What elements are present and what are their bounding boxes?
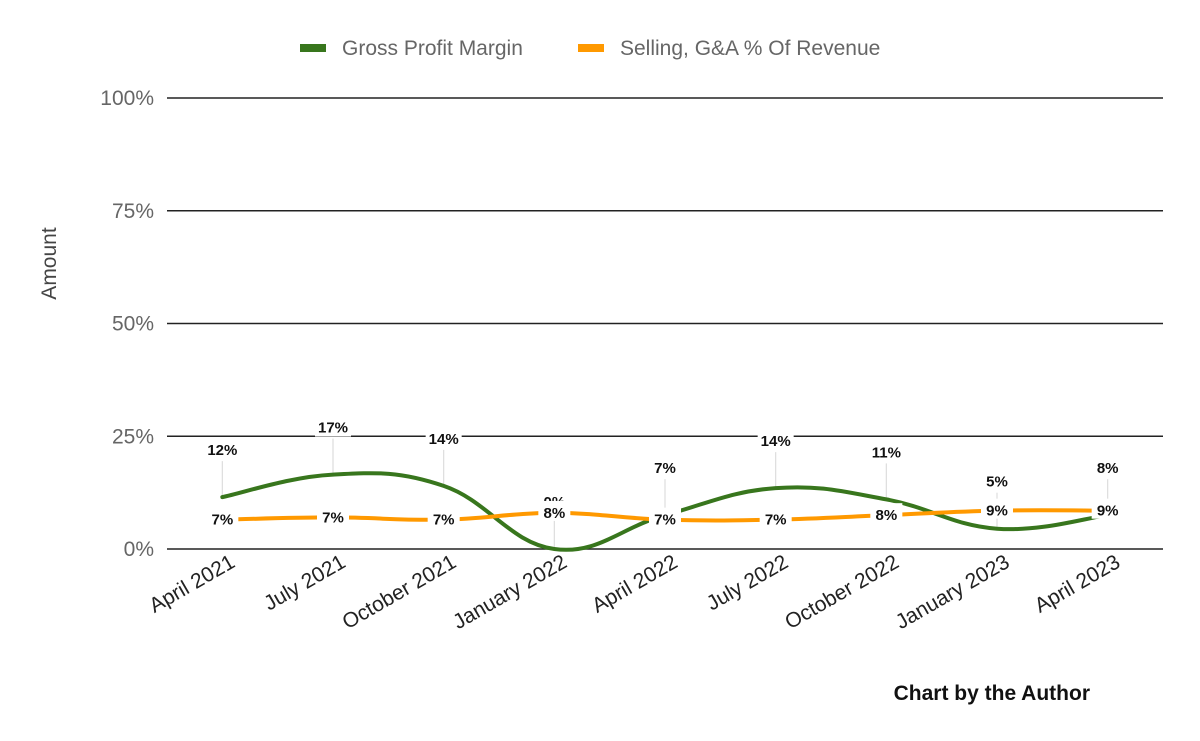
data-label-bg (427, 507, 460, 528)
data-label: 14% (761, 433, 791, 450)
chart-credit: Chart by the Author (894, 682, 1090, 705)
x-tick-label: April 2021 (145, 550, 238, 617)
data-label: 7% (654, 460, 676, 477)
x-tick-label: January 2022 (449, 550, 571, 634)
x-tick-label: July 2022 (703, 550, 792, 615)
y-tick-label: 75% (112, 200, 154, 223)
y-tick-label: 100% (100, 87, 154, 110)
data-label: 8% (875, 507, 897, 524)
data-label: 7% (211, 512, 233, 529)
data-label: 5% (986, 474, 1008, 491)
x-tick-label: April 2023 (1031, 550, 1124, 617)
data-label: 7% (765, 512, 787, 529)
data-label-bg (538, 500, 571, 521)
y-tick-label: 50% (112, 313, 154, 336)
data-label-bg (757, 432, 794, 451)
legend-label-2: Selling, G&A % Of Revenue (620, 37, 880, 60)
legend-label-1: Gross Profit Margin (342, 37, 523, 60)
x-tick-label: April 2022 (588, 550, 681, 617)
data-label: 8% (1097, 460, 1119, 477)
data-label-bg (206, 507, 239, 528)
data-label: 8% (543, 505, 565, 522)
data-label-bg (425, 429, 462, 448)
y-tick-label: 25% (112, 425, 154, 448)
data-label-bg (204, 441, 241, 460)
data-label: 9% (986, 503, 1008, 520)
data-label-bg (315, 418, 351, 437)
x-tick-label: July 2021 (260, 550, 349, 615)
data-label-bg (868, 443, 905, 462)
legend-swatch-1 (300, 44, 326, 52)
data-label: 7% (433, 512, 455, 529)
data-label-bg (981, 498, 1013, 519)
data-label: 7% (322, 509, 344, 526)
legend-swatch-2 (578, 44, 604, 52)
data-label-bg (1089, 459, 1126, 478)
data-label: 7% (654, 512, 676, 529)
y-axis-ticks: 0% 25% 50% 75% 100% (100, 87, 154, 561)
y-tick-label: 0% (124, 538, 154, 561)
y-axis-title: Amount (38, 227, 61, 300)
data-labels: 12%17%14%0%7%14%11%5%8%7%7%7%8%7%7%8%9%9… (204, 418, 1126, 529)
data-label-leaders (221, 438, 1109, 549)
data-label-bg (317, 505, 349, 526)
data-label-bg (759, 507, 792, 528)
data-label-bg (1091, 498, 1124, 519)
data-label-bg (649, 507, 681, 528)
data-label: 14% (429, 431, 459, 448)
data-label-bg (979, 472, 1015, 491)
x-tick-label: January 2023 (892, 550, 1014, 634)
x-tick-label: October 2021 (338, 550, 460, 634)
data-label: 17% (318, 420, 348, 437)
data-label-bg (870, 503, 903, 524)
data-label: 12% (207, 442, 237, 459)
data-label: 11% (872, 444, 901, 461)
data-label: 9% (1097, 503, 1119, 520)
data-label-bg (647, 459, 683, 478)
chart-legend: Gross Profit Margin Selling, G&A % Of Rev… (300, 37, 880, 60)
x-tick-label: October 2022 (781, 550, 903, 634)
